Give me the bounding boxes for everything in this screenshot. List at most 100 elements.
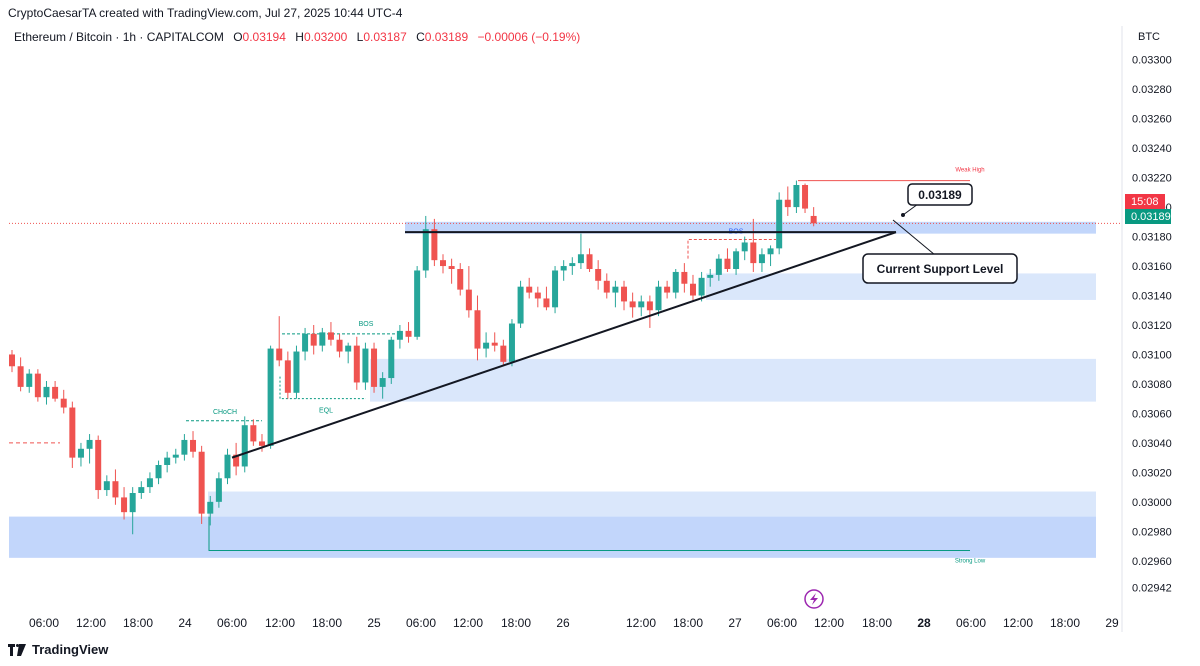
y-tick-label: 0.03000 — [1132, 497, 1172, 509]
candle-body — [77, 448, 84, 458]
candle-body — [17, 366, 24, 387]
y-tick-label: 0.03180 — [1132, 232, 1172, 244]
candle-body — [715, 258, 722, 275]
lightning-event-icon[interactable] — [804, 589, 824, 609]
chart-header: CryptoCaesarTA created with TradingView.… — [0, 0, 1200, 26]
tradingview-footer[interactable]: TradingView — [8, 642, 108, 657]
candle-body — [500, 345, 507, 362]
candle-body — [60, 398, 67, 408]
candle-body — [543, 298, 550, 308]
eql-line — [279, 376, 366, 400]
price-callout-box — [907, 183, 973, 206]
candle-body — [552, 270, 559, 308]
x-tick-label: 06:00 — [217, 616, 247, 630]
price-callout-dot — [901, 213, 905, 217]
candle-body — [129, 493, 136, 513]
candle-body — [810, 215, 817, 224]
candle-body — [9, 354, 15, 367]
candle-body — [26, 373, 33, 387]
candle-body — [95, 439, 102, 491]
candle-body — [802, 185, 809, 209]
y-tick-label: 0.03080 — [1132, 379, 1172, 391]
candle-body — [414, 270, 421, 337]
created-by-text: CryptoCaesarTA created with TradingView.… — [8, 6, 403, 20]
y-tick-label: 0.03040 — [1132, 438, 1172, 450]
demand-zone-0 — [405, 221, 1096, 234]
candle-body — [741, 242, 748, 252]
candle-body — [121, 497, 128, 513]
candle-body — [103, 481, 110, 491]
candle-body — [707, 274, 714, 278]
candle-body — [112, 481, 119, 498]
candle-body — [733, 251, 740, 269]
candle-body — [155, 465, 162, 479]
candle-body — [750, 242, 757, 264]
candle-body — [586, 254, 593, 269]
candle-body — [146, 478, 153, 488]
candle-body — [517, 286, 524, 324]
countdown-tag — [1125, 194, 1165, 209]
choch-label: CHoCH — [213, 409, 237, 416]
candle-body — [310, 333, 317, 346]
candle-body — [405, 330, 412, 337]
high-value: 0.03200 — [303, 30, 348, 44]
x-tick-label: 12:00 — [76, 616, 106, 630]
candle-body — [508, 323, 515, 362]
open-value: 0.03194 — [242, 30, 286, 44]
candle-body — [224, 454, 231, 479]
candle-body — [43, 386, 50, 398]
bos2-line — [687, 239, 776, 259]
candle-body — [457, 269, 464, 290]
change-value: −0.00006 (−0.19%) — [477, 30, 581, 44]
y-tick-label: 0.03060 — [1132, 408, 1172, 420]
candle-body — [603, 280, 610, 293]
x-tick-label: 29 — [1105, 616, 1119, 630]
eql-label: EQL — [319, 408, 333, 415]
y-tick-label: 0.03160 — [1132, 261, 1172, 273]
low-value: 0.03187 — [363, 30, 407, 44]
y-tick-label: 0.02942 — [1132, 582, 1172, 594]
y-tick-label: 0.02960 — [1132, 556, 1172, 568]
candle-body — [431, 229, 438, 261]
currency-label: BTC — [1138, 31, 1160, 43]
current-price-text: 0.03189 — [1131, 211, 1171, 223]
candle-body — [69, 407, 76, 458]
bos-label: BOS — [359, 321, 374, 328]
price-callout-pointer — [902, 203, 919, 216]
candles-group — [9, 180, 817, 535]
candle-body — [422, 229, 429, 271]
candle-body — [319, 332, 326, 346]
y-tick-label: 0.02980 — [1132, 526, 1172, 538]
candle-body — [793, 185, 800, 208]
candle-body — [388, 339, 395, 379]
x-tick-label: 06:00 — [767, 616, 797, 630]
candle-body — [267, 348, 274, 446]
candle-body — [534, 292, 541, 299]
candle-body — [34, 373, 41, 398]
candle-body — [353, 345, 360, 383]
weak-high-label: Weak High — [955, 168, 984, 174]
x-tick-label: 28 — [917, 616, 931, 630]
candle-body — [172, 454, 179, 458]
candle-body — [465, 289, 472, 311]
symbol-name[interactable]: Ethereum / Bitcoin · 1h · CAPITALCOM — [14, 30, 224, 44]
candle-body — [664, 286, 671, 293]
close-value: 0.03189 — [424, 30, 469, 44]
x-tick-label: 06:00 — [29, 616, 59, 630]
x-tick-label: 24 — [178, 616, 192, 630]
candle-body — [86, 439, 93, 449]
price-callout-text: 0.03189 — [918, 188, 962, 202]
demand-zone-2 — [370, 358, 1096, 402]
candle-body — [302, 333, 309, 352]
candle-body — [681, 271, 688, 284]
x-tick-label: 25 — [367, 616, 381, 630]
support-callout-text: Current Support Level — [877, 262, 1004, 276]
x-tick-label: 12:00 — [265, 616, 295, 630]
high-label: H — [295, 30, 304, 44]
candle-body — [440, 260, 446, 267]
candle-body — [784, 199, 791, 208]
y-tick-label: 0.03260 — [1132, 114, 1172, 126]
demand-zone-3 — [208, 491, 1096, 517]
y-tick-label: 0.03100 — [1132, 349, 1172, 361]
